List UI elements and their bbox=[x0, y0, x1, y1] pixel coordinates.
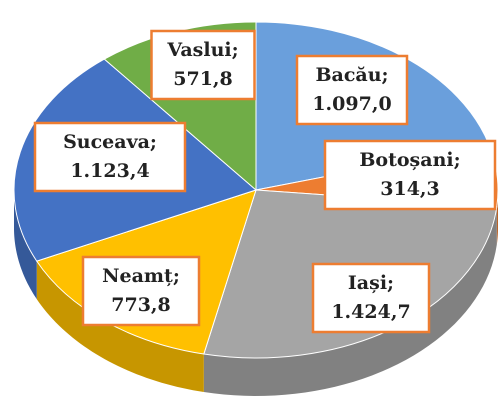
label-value: 571,8 bbox=[173, 68, 233, 90]
label-box bbox=[295, 54, 409, 126]
label-box bbox=[81, 255, 201, 327]
label-category: Vaslui; bbox=[166, 39, 238, 61]
data-label: Suceava;1.123,4 bbox=[33, 121, 187, 193]
slice-side bbox=[203, 206, 497, 396]
data-label: Botoșani; 314,3 bbox=[323, 139, 497, 211]
category-name: Vaslui bbox=[166, 39, 231, 61]
category-name: Bacău bbox=[315, 64, 381, 86]
category-name: Suceava bbox=[63, 131, 150, 153]
label-category: Iași; bbox=[348, 272, 394, 294]
label-box bbox=[311, 262, 431, 334]
data-label: Iași; 1.424,7 bbox=[311, 262, 431, 334]
category-name: Neamț bbox=[102, 265, 173, 287]
label-box bbox=[33, 121, 187, 193]
label-category: Bacău; bbox=[315, 64, 388, 86]
data-label: Neamț;773,8 bbox=[81, 255, 201, 327]
separator: ; bbox=[173, 265, 180, 287]
label-box bbox=[323, 139, 497, 211]
separator: ; bbox=[150, 131, 157, 153]
data-label: Vaslui; 571,8 bbox=[150, 29, 256, 101]
data-label: Bacău; 1.097,0 bbox=[295, 54, 409, 126]
separator: ; bbox=[387, 272, 394, 294]
separator: ; bbox=[454, 149, 461, 171]
label-value: 1.097,0 bbox=[312, 93, 391, 115]
label-box bbox=[150, 29, 256, 101]
category-name: Iași bbox=[348, 272, 387, 294]
label-category: Neamț; bbox=[102, 265, 180, 287]
label-category: Botoșani; bbox=[359, 149, 460, 171]
slice-side bbox=[36, 261, 204, 393]
label-value: 773,8 bbox=[111, 294, 171, 316]
label-value: 1.123,4 bbox=[70, 160, 149, 182]
separator: ; bbox=[232, 39, 239, 61]
label-value: 314,3 bbox=[380, 178, 440, 200]
separator: ; bbox=[382, 64, 389, 86]
label-category: Suceava; bbox=[63, 131, 157, 153]
label-value: 1.424,7 bbox=[331, 301, 410, 323]
category-name: Botoșani bbox=[359, 149, 453, 171]
slice-side bbox=[14, 190, 37, 300]
